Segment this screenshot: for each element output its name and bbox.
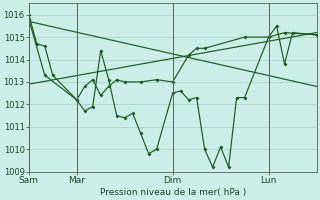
X-axis label: Pression niveau de la mer( hPa ): Pression niveau de la mer( hPa )	[100, 188, 246, 197]
